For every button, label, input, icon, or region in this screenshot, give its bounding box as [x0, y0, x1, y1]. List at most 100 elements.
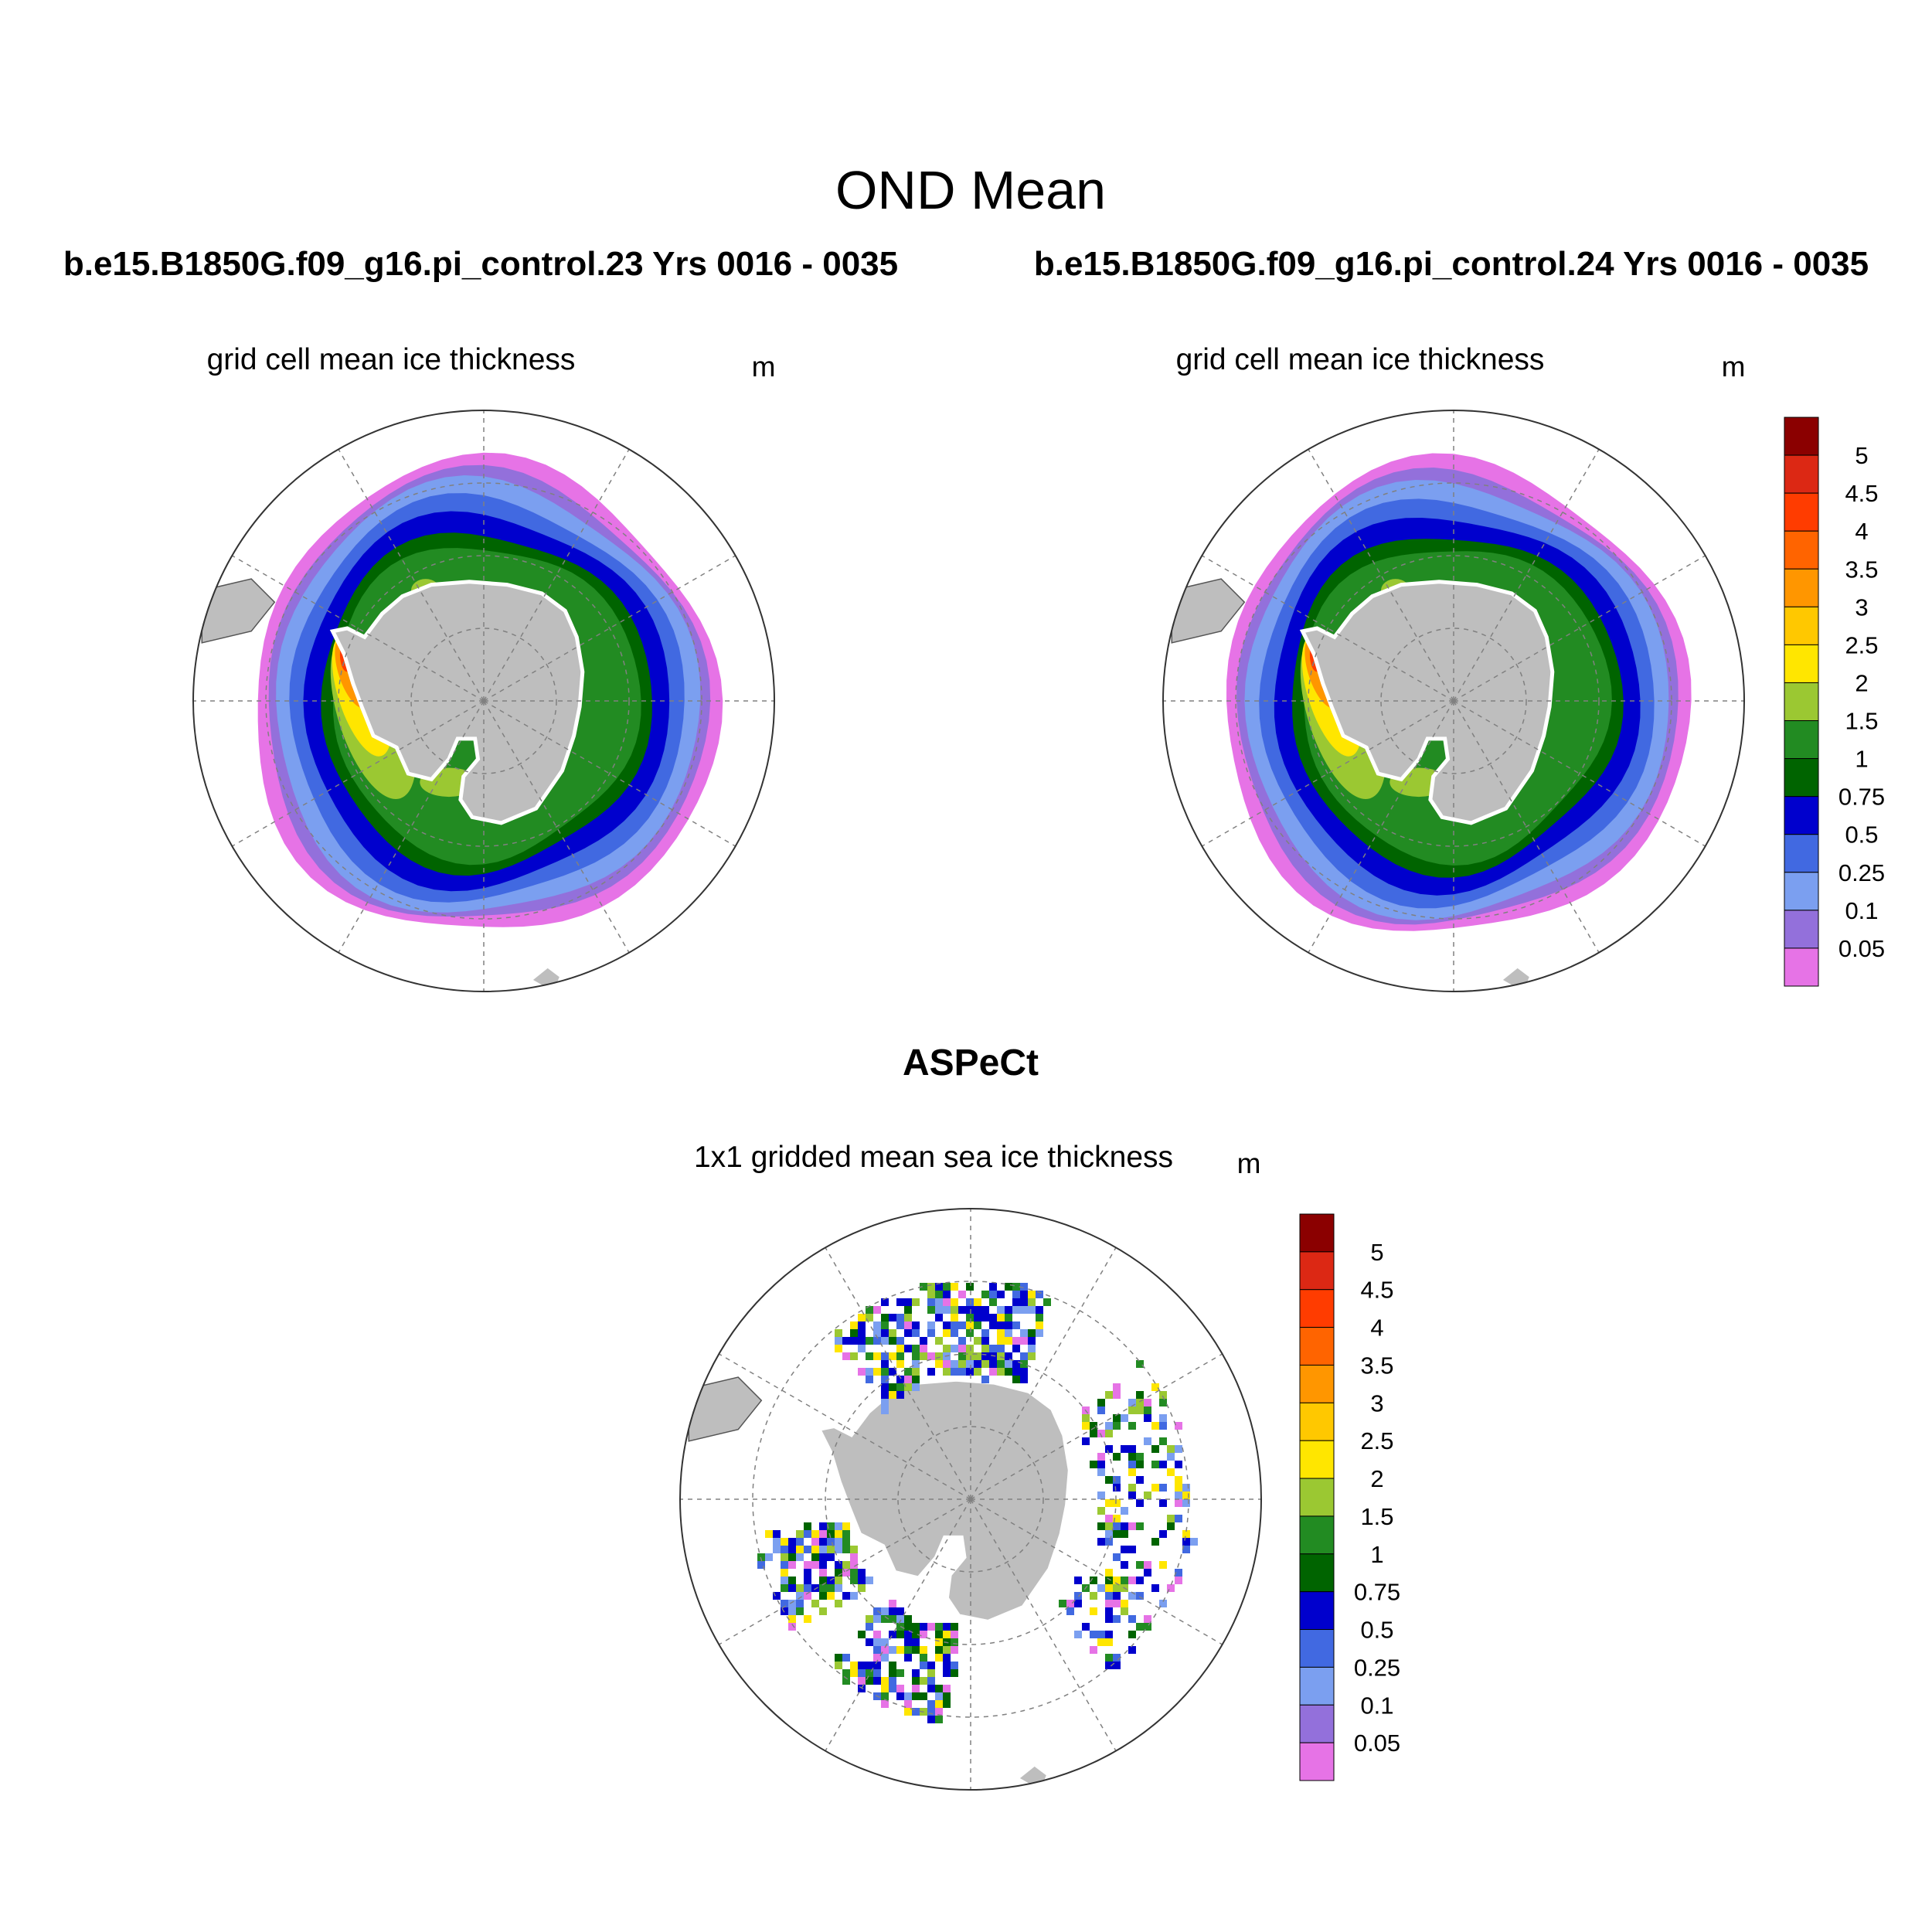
obs-cell: [896, 1314, 904, 1321]
obs-cell: [927, 1677, 935, 1685]
colorbar-swatch: [1784, 796, 1819, 835]
obs-cell: [842, 1546, 850, 1553]
obs-cell: [943, 1291, 951, 1298]
obs-cell: [966, 1352, 974, 1360]
obs-cell: [835, 1345, 842, 1352]
obs-cell: [989, 1321, 997, 1329]
obs-cell: [881, 1376, 889, 1383]
obs-cell: [873, 1321, 881, 1329]
obs-cell: [1136, 1476, 1144, 1484]
obs-cell: [904, 1692, 912, 1700]
obs-cell: [1097, 1492, 1105, 1499]
obs-cell: [835, 1600, 842, 1607]
obs-cell: [1005, 1283, 1012, 1291]
obs-cell: [927, 1708, 935, 1716]
obs-cell: [850, 1569, 858, 1577]
colorbar-swatch: [1299, 1251, 1335, 1291]
obs-cell: [1097, 1522, 1105, 1530]
obs-cell: [781, 1569, 788, 1577]
panel-units-aspect: m: [1237, 1148, 1261, 1179]
obs-cell: [866, 1623, 873, 1631]
obs-cell: [1090, 1646, 1097, 1654]
obs-cell: [951, 1669, 958, 1677]
colorbar-tick-label: 1: [1370, 1541, 1383, 1568]
obs-cell: [889, 1383, 896, 1391]
obs-cell: [989, 1345, 997, 1352]
obs-cell: [1175, 1476, 1182, 1484]
colorbar-tick-label: 0.1: [1360, 1692, 1393, 1719]
obs-cell: [1159, 1461, 1167, 1468]
obs-cell: [889, 1337, 896, 1345]
obs-cell: [989, 1368, 997, 1376]
obs-cell: [1005, 1337, 1012, 1345]
obs-cell: [920, 1692, 927, 1700]
obs-cell: [1020, 1360, 1028, 1368]
obs-cell: [958, 1291, 966, 1298]
obs-cell: [866, 1376, 873, 1383]
obs-cell: [796, 1600, 804, 1607]
obs-cell: [943, 1298, 951, 1306]
south-america-land: [1171, 578, 1246, 644]
map-border-model-24: [1162, 410, 1745, 992]
obs-cell: [1113, 1654, 1121, 1662]
obs-cell: [850, 1337, 858, 1345]
obs-cell: [927, 1298, 935, 1306]
obs-cell: [951, 1314, 958, 1321]
obs-cell: [1159, 1399, 1167, 1406]
obs-cell: [1105, 1530, 1113, 1538]
obs-cell: [819, 1546, 827, 1553]
obs-cell: [1028, 1352, 1036, 1360]
obs-cell: [896, 1607, 904, 1615]
obs-cell: [935, 1716, 943, 1723]
obs-cell: [927, 1291, 935, 1298]
obs-cell: [927, 1669, 935, 1677]
obs-cell: [896, 1383, 904, 1391]
obs-cell: [904, 1345, 912, 1352]
obs-cell: [835, 1662, 842, 1669]
obs-cell: [927, 1685, 935, 1692]
obs-cell: [1082, 1414, 1090, 1422]
obs-cell: [881, 1685, 889, 1692]
obs-cell: [850, 1669, 858, 1677]
colorbar-tick-label: 0.1: [1845, 897, 1878, 924]
obs-cell: [1128, 1461, 1136, 1468]
obs-cell: [873, 1306, 881, 1314]
parallel-line: [1235, 482, 1672, 920]
obs-cell: [912, 1646, 920, 1654]
obs-cell: [1121, 1414, 1128, 1422]
obs-cell: [981, 1291, 989, 1298]
obs-cell: [1151, 1422, 1159, 1430]
obs-cell: [819, 1569, 827, 1577]
obs-cell: [781, 1546, 788, 1553]
obs-cell: [1105, 1499, 1113, 1507]
obs-cell: [788, 1546, 796, 1553]
obs-cell: [1012, 1306, 1020, 1314]
obs-cell: [858, 1577, 866, 1584]
obs-cell: [1128, 1445, 1136, 1453]
obs-cell: [1097, 1507, 1105, 1515]
obs-cell: [866, 1677, 873, 1685]
obs-cell: [1074, 1577, 1082, 1584]
obs-cell: [904, 1368, 912, 1376]
parallel-line: [752, 1281, 1189, 1718]
obs-cell: [811, 1584, 819, 1592]
obs-cell: [1113, 1383, 1121, 1391]
obs-cell: [974, 1306, 981, 1314]
obs-cell: [1020, 1298, 1028, 1306]
obs-cell: [842, 1352, 850, 1360]
meridian-line: [338, 700, 485, 954]
obs-cell: [1036, 1306, 1043, 1314]
colorbar-tick-label: 2.5: [1360, 1427, 1393, 1454]
meridian-line: [970, 1353, 1223, 1500]
obs-cell: [989, 1291, 997, 1298]
obs-cell: [904, 1700, 912, 1708]
obs-cell: [904, 1329, 912, 1337]
obs-cell: [1028, 1345, 1036, 1352]
obs-cell: [966, 1345, 974, 1352]
obs-cell: [896, 1685, 904, 1692]
obs-cell: [1105, 1476, 1113, 1484]
meridian-line: [483, 700, 736, 847]
parallel-line: [265, 482, 702, 920]
obs-cell: [819, 1538, 827, 1546]
obs-cell: [1090, 1461, 1097, 1468]
